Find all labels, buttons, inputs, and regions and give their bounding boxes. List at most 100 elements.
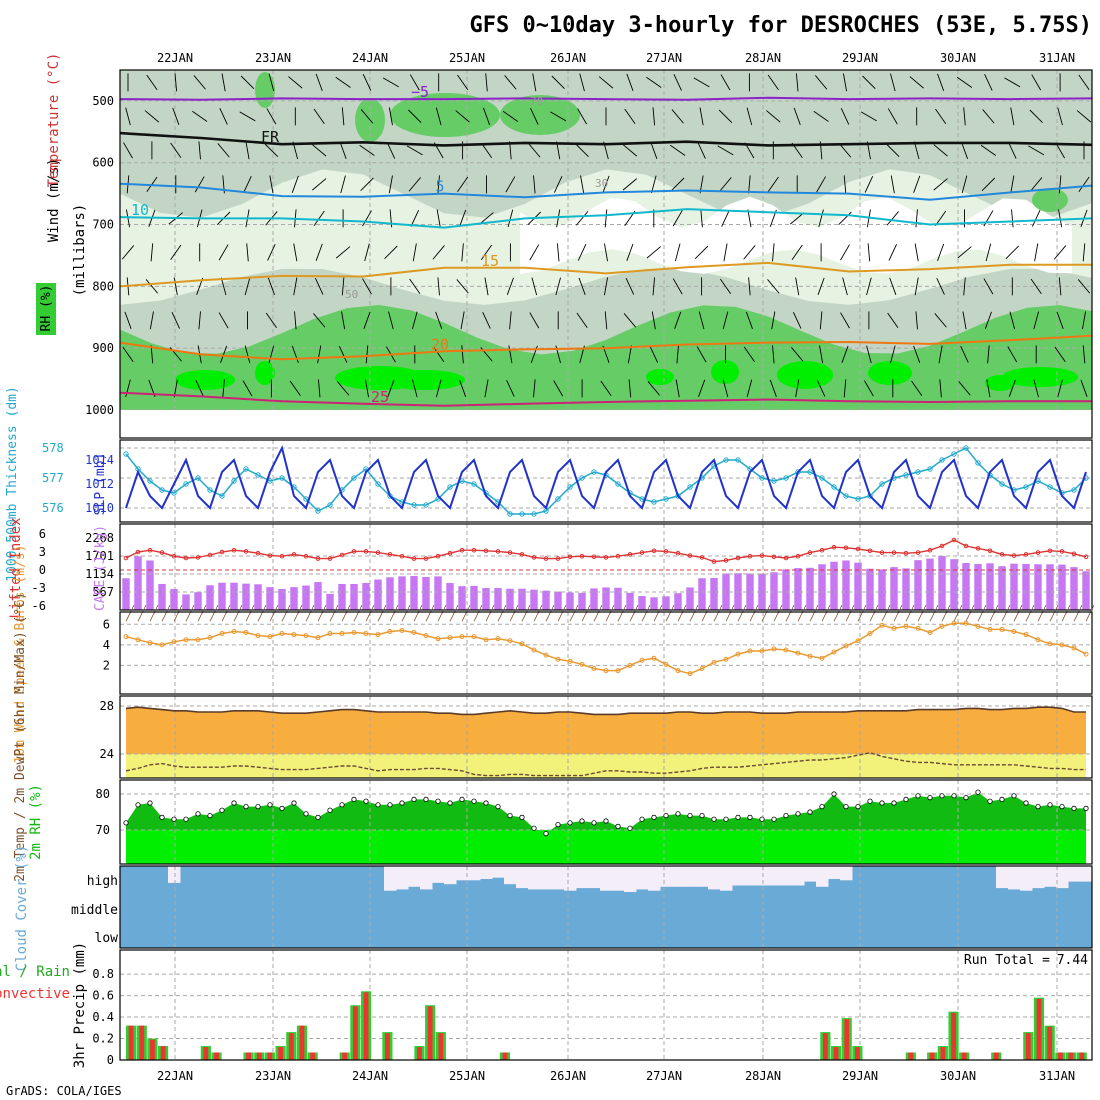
wind-barb bbox=[1077, 279, 1091, 294]
surface-wind-barb bbox=[605, 605, 615, 622]
wind-barb bbox=[195, 380, 204, 397]
thickness-point bbox=[1071, 487, 1077, 493]
surface-wind-barb bbox=[437, 605, 447, 622]
rh-saturated-area bbox=[985, 375, 1015, 391]
rh2m-point bbox=[363, 798, 369, 804]
wind-barb bbox=[1030, 177, 1043, 192]
li-tick: -3 bbox=[32, 581, 46, 595]
wind-barb bbox=[933, 178, 948, 191]
wind-barb bbox=[533, 379, 536, 398]
wind-speed-point bbox=[411, 630, 417, 636]
wind-barb bbox=[646, 76, 662, 88]
surface-wind-barb bbox=[1061, 605, 1071, 622]
rh-moist-area bbox=[500, 95, 580, 135]
top-date-axis: 22JAN 23JAN 24JAN 25JAN 26JAN 27JAN 28JAN 29JAN… bbox=[157, 51, 1075, 65]
surface-wind-barb bbox=[749, 605, 759, 622]
lifted-index-point bbox=[315, 556, 321, 561]
cloud-high-gap bbox=[408, 866, 421, 887]
rh-axis-label: RH (%) bbox=[39, 285, 54, 332]
wind-barb bbox=[313, 108, 325, 124]
lifted-index-point bbox=[723, 558, 729, 563]
thickness-point bbox=[423, 502, 429, 508]
lifted-index-point bbox=[927, 547, 933, 553]
wind-barb bbox=[291, 175, 299, 193]
wind-speed-point bbox=[879, 622, 885, 628]
wind-barb bbox=[767, 176, 779, 192]
wind-barb bbox=[507, 209, 514, 228]
surface-wind-barb bbox=[821, 605, 831, 622]
precip-convective-bar bbox=[1068, 1052, 1074, 1060]
surface-wind-barb bbox=[953, 605, 963, 622]
precip-tick: 0.6 bbox=[92, 989, 114, 1003]
lifted-index-point bbox=[771, 554, 777, 560]
thickness-point bbox=[243, 466, 249, 472]
cape-bar bbox=[782, 569, 790, 610]
precip-convective-bar bbox=[427, 1006, 433, 1060]
surface-wind-barb bbox=[629, 605, 639, 622]
cape-bar bbox=[1046, 564, 1054, 610]
date-tick: 27JAN bbox=[646, 1069, 682, 1083]
cape-bar bbox=[374, 579, 382, 610]
rh2m-point bbox=[423, 796, 429, 803]
upper-air-panel: 500 600 700 800 900 1000 −5 FR 5 10 15 20 25 30 50 70 bbox=[85, 70, 1093, 438]
cloud-high-gap bbox=[684, 866, 697, 887]
wind-speed-point bbox=[399, 627, 405, 633]
date-tick: 23JAN bbox=[255, 1069, 291, 1083]
thickness-point bbox=[195, 475, 201, 481]
wind-barb bbox=[219, 108, 228, 125]
thickness-point bbox=[843, 493, 849, 499]
wind-barb bbox=[242, 380, 253, 397]
wind-barb bbox=[437, 277, 440, 296]
lifted-index-line bbox=[125, 539, 1087, 563]
bottom-date-axis: 22JAN 23JAN 24JAN 25JAN 26JAN 27JAN 28JAN 29JAN… bbox=[157, 1069, 1075, 1083]
wind-barb bbox=[364, 243, 370, 262]
rh2m-point bbox=[603, 818, 609, 824]
precip-panel: 0.8 0.6 0.4 0.2 0 Run Total = 7.44 Total / Rain… bbox=[0, 950, 1092, 1067]
wind-barb bbox=[696, 346, 707, 363]
rh2m-point bbox=[903, 796, 909, 803]
wind-barb bbox=[530, 108, 539, 125]
wind-barb bbox=[626, 73, 634, 91]
isotherm-line bbox=[119, 261, 1092, 288]
wind-barb bbox=[150, 345, 154, 364]
cape-bar bbox=[470, 585, 478, 610]
wind-barb bbox=[386, 142, 396, 159]
cape-bar bbox=[290, 587, 298, 610]
wind-barb bbox=[791, 347, 804, 362]
date-tick: 22JAN bbox=[157, 51, 193, 65]
surface-wind-barb bbox=[857, 605, 867, 622]
wind-speed-point bbox=[927, 630, 933, 636]
cape-bar bbox=[650, 597, 658, 610]
rh-saturated-area bbox=[868, 361, 912, 385]
surface-wind-barb bbox=[833, 605, 843, 622]
wind-speed-point bbox=[1023, 632, 1029, 638]
wind-speed-point bbox=[495, 636, 501, 642]
lifted-index-point bbox=[603, 555, 609, 560]
slp-line bbox=[125, 445, 1087, 510]
cape-bar bbox=[242, 583, 250, 610]
wind-barb bbox=[144, 110, 160, 123]
rh2m-point bbox=[987, 798, 993, 804]
cape-bar bbox=[986, 563, 994, 610]
wind-barb bbox=[700, 209, 703, 228]
wind-barb bbox=[1078, 74, 1090, 90]
wind-speed-point bbox=[387, 628, 393, 634]
lifted-index-point bbox=[171, 553, 177, 559]
wind-barb bbox=[317, 379, 321, 398]
li-tick: 3 bbox=[39, 545, 46, 559]
cape-bar bbox=[950, 559, 958, 610]
cape-bar bbox=[1082, 571, 1090, 610]
wind-barb bbox=[960, 346, 969, 363]
surface-wind-barb bbox=[365, 605, 375, 622]
lifted-index-point bbox=[879, 550, 885, 555]
wind-barb bbox=[1034, 243, 1039, 262]
surface-wind-barb bbox=[161, 605, 171, 622]
cape-bar bbox=[422, 576, 430, 610]
wind-barb bbox=[816, 176, 826, 193]
lifted-index-point bbox=[207, 552, 213, 558]
wind-barb bbox=[171, 312, 181, 329]
rh2m-point bbox=[255, 803, 261, 810]
wind-barb bbox=[245, 141, 250, 160]
precip-convective-bar bbox=[288, 1033, 294, 1060]
cape-bar bbox=[506, 588, 514, 610]
